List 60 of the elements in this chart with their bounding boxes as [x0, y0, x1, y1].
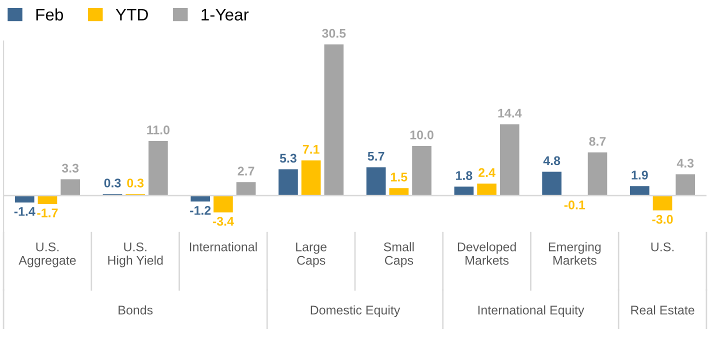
- data-label: 3.3: [62, 164, 79, 173]
- x-tick-label: U.S. High Yield: [108, 242, 163, 268]
- legend-label: Feb: [36, 8, 64, 21]
- bar: [236, 182, 256, 196]
- bar: [454, 186, 474, 196]
- bar: [278, 169, 298, 196]
- data-label: 4.3: [676, 158, 694, 168]
- data-label: -1.4: [14, 207, 36, 216]
- bar: [630, 186, 650, 196]
- data-label: 30.5: [322, 28, 346, 38]
- bar: [366, 167, 386, 196]
- data-label: 10.0: [410, 130, 434, 140]
- x-tick-label: U.S.: [651, 242, 674, 252]
- bar: [542, 172, 562, 196]
- data-label: -1.7: [37, 208, 58, 218]
- data-label: 14.4: [498, 108, 522, 118]
- data-label: 4.8: [543, 156, 560, 166]
- bar: [148, 141, 168, 196]
- data-label: -3.4: [212, 216, 234, 226]
- x-tick-label: Emerging Markets: [548, 242, 601, 265]
- bar: [301, 160, 321, 196]
- bar: [389, 188, 409, 196]
- data-label: -0.1: [564, 200, 586, 210]
- data-label: 2.7: [238, 166, 254, 176]
- bar: [38, 196, 58, 204]
- bar: [324, 44, 344, 196]
- data-label: 2.4: [478, 168, 496, 177]
- x-tick-label: Developed Markets: [458, 242, 516, 265]
- data-label: -3.0: [652, 214, 673, 224]
- bar: [588, 152, 608, 196]
- data-label: 1.9: [632, 170, 648, 180]
- data-label: 0.3: [127, 178, 144, 188]
- data-label: 8.7: [589, 136, 606, 146]
- data-label: 5.3: [280, 154, 296, 163]
- data-label: 0.3: [104, 178, 121, 188]
- text: Real Estate: [631, 305, 694, 315]
- bar: [412, 146, 432, 196]
- x-tick-label: U.S. Aggregate: [18, 242, 76, 268]
- bar: [214, 196, 233, 212]
- data-label: 5.7: [368, 152, 384, 161]
- data-label: 11.0: [147, 126, 170, 134]
- data-label: 7.1: [302, 145, 320, 154]
- bar: [14, 196, 34, 202]
- text: Bonds: [118, 305, 153, 315]
- text: Domestic Equity: [310, 305, 400, 317]
- legend-label: 1-Year: [202, 8, 249, 21]
- x-tick-label: International: [190, 242, 257, 252]
- bar: [500, 124, 520, 196]
- text: International Equity: [478, 305, 584, 317]
- data-label: 1.8: [456, 171, 472, 180]
- x-tick-label: Large Caps: [296, 242, 326, 268]
- bar: [190, 196, 210, 202]
- x-tick-label: Small Caps: [384, 242, 414, 268]
- data-label: 1.5: [391, 172, 408, 182]
- bar: [652, 196, 672, 210]
- legend-label: YTD: [116, 8, 148, 20]
- bar: [477, 184, 496, 196]
- bar: [676, 174, 696, 196]
- bar: [60, 179, 80, 196]
- data-label: -1.2: [190, 206, 211, 215]
